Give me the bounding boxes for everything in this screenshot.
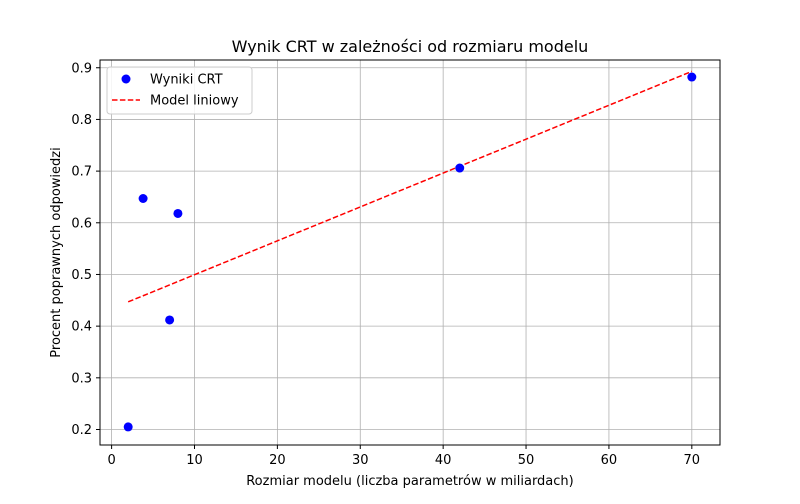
x-axis-label: Rozmiar modelu (liczba parametrów w mili… — [246, 474, 574, 489]
legend-label: Wyniki CRT — [150, 73, 223, 88]
y-tick-label: 0.4 — [71, 320, 92, 335]
axes-frame — [99, 59, 721, 446]
data-point — [165, 315, 175, 325]
x-tick-label: 20 — [269, 453, 286, 468]
series-layer — [123, 70, 697, 432]
x-tick-label: 30 — [352, 453, 369, 468]
grid — [100, 60, 720, 445]
x-tick-label: 0 — [107, 453, 115, 468]
y-tick-label: 0.7 — [71, 165, 92, 180]
x-tick-label: 60 — [601, 453, 618, 468]
legend: Wyniki CRT Model liniowy — [106, 66, 253, 115]
y-axis-label: Procent poprawnych odpowiedzi — [49, 147, 64, 357]
y-tick-label: 0.8 — [71, 113, 92, 128]
data-point — [687, 72, 697, 82]
chart-title: Wynik CRT w zależności od rozmiaru model… — [232, 37, 589, 56]
y-tick-label: 0.2 — [71, 423, 92, 438]
y-tick-label: 0.5 — [71, 268, 92, 283]
trend-line — [127, 70, 693, 303]
data-point — [455, 163, 465, 173]
x-tick-label: 40 — [435, 453, 452, 468]
data-point — [123, 422, 133, 432]
legend-marker — [121, 74, 131, 84]
y-tick-label: 0.6 — [71, 216, 92, 231]
x-tick-label: 70 — [684, 453, 701, 468]
data-point — [138, 193, 148, 203]
legend-box — [106, 66, 253, 115]
ticks: 0 10 20 30 40 50 60 70 0.2 0.3 0.4 0.5 0.6 0.7 0.8 0.9 — [71, 61, 700, 468]
x-tick-label: 50 — [518, 453, 535, 468]
legend-label: Model liniowy — [150, 94, 239, 109]
y-tick-label: 0.3 — [71, 371, 92, 386]
data-point — [173, 208, 183, 218]
y-tick-label: 0.9 — [71, 61, 92, 76]
x-tick-label: 10 — [186, 453, 203, 468]
